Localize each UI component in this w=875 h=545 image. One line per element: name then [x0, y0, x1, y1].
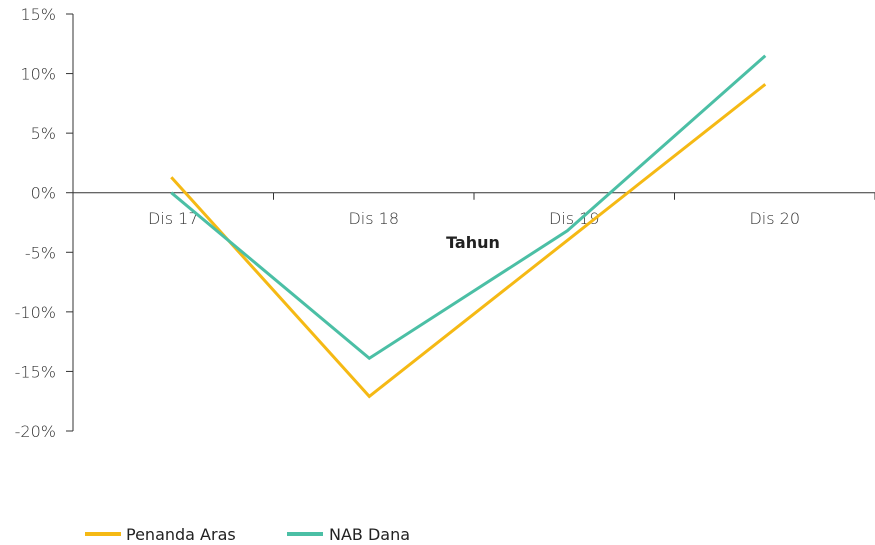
x-axis-title: Tahun	[446, 233, 500, 252]
x-tick-label: Dis 20	[749, 209, 800, 228]
axes: 15% 10% 5% 0% -5% -10% -15% -20% Dis 17 Dis 18 Di…	[15, 5, 875, 441]
y-tick-label: -5%	[25, 243, 56, 262]
y-tick-label: -15%	[15, 362, 56, 381]
y-tick-label: -20%	[15, 422, 56, 441]
y-tick-label: 0%	[31, 184, 56, 203]
series-group	[170, 54, 767, 399]
x-tick-label: Dis 18	[348, 209, 399, 228]
series-line-penanda-aras	[170, 83, 767, 399]
y-tick-label: -10%	[15, 303, 56, 322]
y-tick-label: 15%	[20, 5, 56, 24]
legend: Penanda Aras NAB Dana	[85, 525, 410, 544]
y-tick-label: 5%	[31, 124, 56, 143]
y-tick-label: 10%	[20, 65, 56, 84]
x-tick-label: Dis 17	[148, 209, 199, 228]
legend-label: NAB Dana	[329, 525, 410, 544]
y-axis-ticks: 15% 10% 5% 0% -5% -10% -15% -20%	[15, 5, 73, 441]
legend-label: Penanda Aras	[126, 525, 236, 544]
series-line-nab-dana	[170, 54, 767, 361]
